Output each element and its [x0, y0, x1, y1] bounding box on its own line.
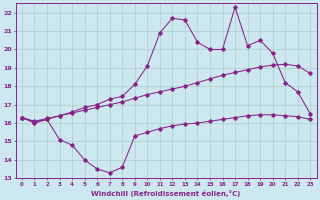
X-axis label: Windchill (Refroidissement éolien,°C): Windchill (Refroidissement éolien,°C) [92, 190, 241, 197]
